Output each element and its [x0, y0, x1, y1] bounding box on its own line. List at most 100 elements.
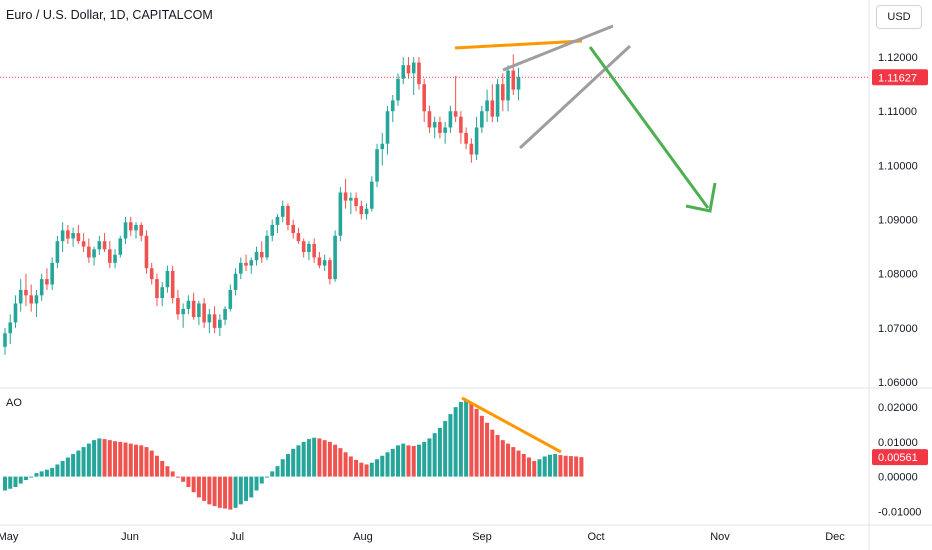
candle-body — [291, 224, 295, 234]
candle-body — [191, 300, 196, 318]
candle-body — [417, 62, 421, 85]
candle-body — [301, 241, 306, 253]
candle-body — [474, 127, 479, 155]
candle-body — [406, 65, 411, 74]
ao-bar — [390, 448, 395, 477]
price-axis-tick-label: 1.10000 — [878, 160, 918, 172]
candle-body — [411, 62, 416, 74]
ao-bar — [50, 467, 55, 477]
ao-bar — [165, 466, 170, 477]
ao-bar — [364, 464, 369, 477]
ao-bar — [406, 445, 411, 477]
ao-bar — [301, 441, 306, 477]
candle-body — [275, 216, 280, 225]
ao-bar — [259, 476, 264, 484]
ao-bar — [568, 456, 573, 477]
candle-body — [516, 77, 521, 90]
ao-bar — [154, 455, 159, 477]
candle-body — [354, 197, 358, 206]
candle-body — [97, 241, 102, 250]
candle-body — [108, 249, 112, 263]
price-axis-tick-label: 1.09000 — [878, 215, 918, 227]
ao-bar — [139, 445, 144, 477]
ao-bar — [86, 443, 91, 477]
candle-body — [359, 206, 364, 215]
ao-bar — [511, 447, 516, 477]
ao-bar — [516, 450, 521, 477]
ao-bar — [207, 476, 212, 505]
currency-selector[interactable]: USD — [876, 5, 922, 29]
ao-bar — [118, 441, 123, 477]
indicator-label: AO — [6, 397, 22, 409]
ao-bar — [317, 438, 322, 477]
ao-bar — [175, 476, 180, 478]
candle-body — [71, 233, 75, 239]
candle-body — [322, 260, 327, 266]
candle-body — [443, 127, 447, 133]
time-axis-tick-label: Sep — [472, 531, 492, 543]
price-axis-tick-label: 1.08000 — [878, 269, 918, 281]
candle-body — [254, 252, 259, 261]
ao-bar — [553, 454, 558, 477]
candle-body — [29, 295, 33, 304]
ao-bar — [265, 476, 269, 478]
ao-bar — [244, 476, 249, 501]
ao-bar — [558, 455, 563, 477]
ao-bar — [490, 429, 495, 477]
candle-body — [480, 111, 484, 128]
ao-bar — [437, 427, 442, 477]
ao-bar — [34, 473, 39, 477]
ao-bar — [380, 455, 385, 477]
wedge-upper-line — [502, 24, 614, 72]
ao-bar — [76, 450, 81, 477]
candle-body — [13, 303, 18, 323]
candle-body — [333, 235, 337, 280]
candle-body — [385, 111, 390, 144]
ao-bar — [401, 443, 406, 477]
candle-body — [296, 233, 301, 242]
candle-body — [8, 322, 13, 334]
ao-bar — [212, 476, 217, 507]
ao-axis-tick-label: 0.00000 — [878, 472, 918, 484]
price-axis-tick-label: 1.07000 — [878, 323, 918, 335]
candle-body — [495, 84, 500, 117]
ao-bar — [306, 439, 311, 477]
candle-body — [165, 270, 170, 288]
ao-bar — [338, 448, 343, 477]
candle-body — [144, 235, 149, 269]
orange-trendline-ao — [461, 396, 562, 454]
ao-bar — [280, 459, 285, 477]
candle-body — [469, 143, 474, 155]
time-axis-tick-label: Aug — [353, 531, 373, 543]
ao-bar — [312, 437, 317, 477]
candle-body — [511, 70, 516, 90]
candle-body — [160, 287, 164, 299]
candle-body — [34, 295, 39, 304]
candle-body — [197, 303, 201, 318]
candle-body — [81, 241, 86, 247]
candle-body — [432, 122, 437, 128]
ao-bar — [60, 460, 65, 477]
ao-axis-tick-label: 0.01000 — [878, 437, 918, 449]
ao-bar — [238, 476, 243, 505]
ao-bar — [3, 476, 7, 491]
ao-bar — [102, 439, 107, 477]
ao-bar — [327, 441, 332, 477]
candle-body — [181, 308, 185, 315]
ao-axis-tick-label: -0.01000 — [878, 506, 921, 518]
candle-body — [438, 122, 442, 133]
candle-body — [228, 289, 233, 309]
candle-body — [396, 78, 400, 101]
ao-bar — [427, 438, 432, 477]
ao-bar — [196, 476, 201, 498]
candle-body — [375, 149, 379, 182]
ao-bar — [343, 452, 348, 477]
ao-bar — [39, 471, 44, 477]
candle-body — [24, 289, 28, 296]
ao-bar — [485, 422, 490, 477]
ao-bar — [416, 444, 421, 477]
ao-bar — [322, 440, 327, 477]
ao-bar — [354, 459, 359, 477]
ao-bar — [453, 407, 458, 477]
